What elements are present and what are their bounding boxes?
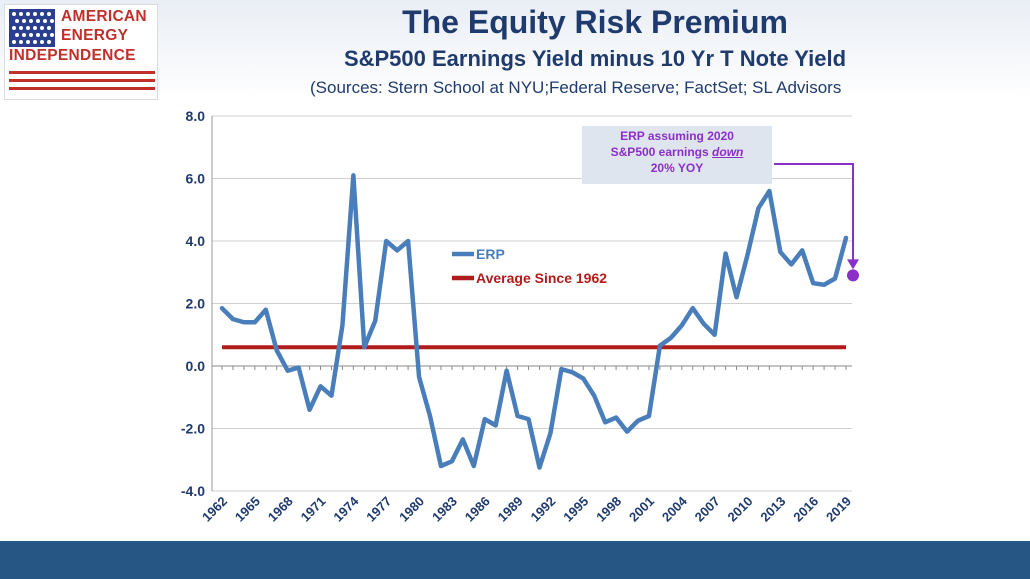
annotation-arrow — [774, 163, 854, 262]
x-tick-label: 2016 — [790, 494, 821, 525]
logo-stripe — [9, 79, 155, 82]
y-tick-label: 6.0 — [186, 171, 206, 187]
x-tick-label: 1974 — [330, 493, 362, 525]
logo-stripe — [9, 87, 155, 90]
x-tick-label: 1986 — [462, 494, 493, 525]
x-tick-label: 1965 — [232, 494, 263, 525]
x-tick-label: 2010 — [725, 494, 756, 525]
x-tick-label: 2019 — [823, 494, 854, 525]
annotation-line-2: S&P500 earnings down — [582, 144, 772, 160]
x-tick-label: 1971 — [298, 494, 329, 525]
legend-label-erp: ERP — [476, 246, 505, 262]
sources-note: (Sources: Stern School at NYU;Federal Re… — [310, 78, 842, 97]
x-tick-label: 1989 — [495, 494, 526, 525]
annotation-box: ERP assuming 2020 S&P500 earnings down 2… — [582, 126, 772, 184]
flag-icon — [9, 9, 55, 47]
logo-line-3: INDEPENDENCE — [9, 47, 136, 64]
logo-line-1: AMERICAN — [61, 8, 147, 25]
y-tick-label: -2.0 — [181, 421, 205, 437]
legend-label-average: Average Since 1962 — [476, 270, 607, 286]
projection-point — [847, 269, 859, 282]
y-tick-label: 4.0 — [186, 233, 206, 249]
y-tick-label: -4.0 — [181, 483, 205, 499]
x-tick-label: 1983 — [429, 494, 460, 525]
x-tick-label: 1992 — [527, 494, 558, 525]
logo-line-2: ENERGY — [61, 27, 129, 44]
annotation-line-1: ERP assuming 2020 — [620, 129, 734, 143]
annotation-line-2-prefix: S&P500 earnings — [610, 145, 713, 159]
x-tick-label: 2007 — [692, 494, 723, 525]
logo-stripe — [9, 71, 155, 74]
footer-bar — [0, 541, 1030, 579]
series-line-erp — [219, 173, 849, 470]
x-tick-label: 2004 — [659, 493, 691, 525]
page-subtitle: S&P500 Earnings Yield minus 10 Yr T Note… — [343, 46, 847, 71]
logo: AMERICAN ENERGY INDEPENDENCE — [4, 4, 158, 100]
y-tick-label: 8.0 — [186, 108, 206, 124]
x-tick-label: 1998 — [593, 494, 624, 525]
x-tick-label: 1977 — [363, 494, 394, 525]
x-tick-label: 2001 — [626, 494, 657, 525]
annotation-arrowhead — [847, 259, 859, 270]
annotation-emphasis: down — [712, 145, 744, 159]
x-tick-label: 1968 — [265, 494, 296, 525]
x-tick-label: 1980 — [396, 494, 427, 525]
y-tick-label: 0.0 — [186, 358, 206, 374]
annotation-line-3: 20% YOY — [650, 161, 704, 175]
header-band — [0, 0, 1030, 100]
page-title: The Equity Risk Premium — [402, 4, 788, 40]
x-tick-label: 2013 — [757, 494, 788, 525]
y-tick-label: 2.0 — [186, 296, 206, 312]
x-tick-label: 1995 — [560, 494, 591, 525]
